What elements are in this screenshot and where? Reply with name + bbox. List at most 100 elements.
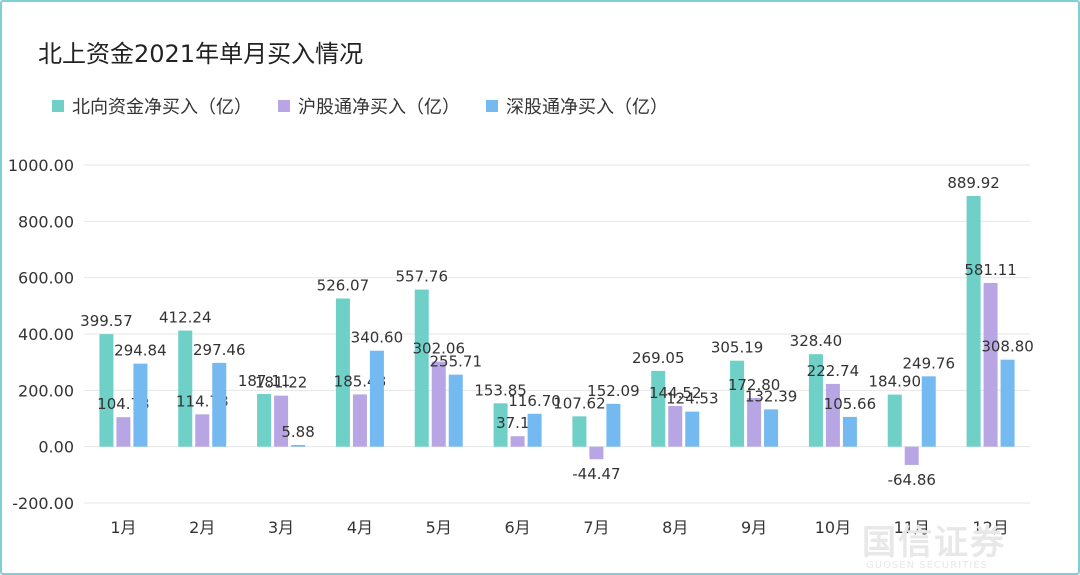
bar-sz [1000, 359, 1015, 447]
data-label: 581.11 [964, 261, 1017, 279]
x-tick-label: 9月 [741, 518, 767, 537]
y-tick-label: 1000.00 [8, 156, 74, 175]
bar-sz [685, 411, 700, 447]
bar-sh [274, 395, 289, 447]
data-label: 297.46 [193, 341, 246, 359]
y-tick-label: -200.00 [12, 494, 74, 513]
y-tick-label: 0.00 [38, 438, 74, 457]
x-tick-label: 1月 [110, 518, 136, 537]
x-tick-label: 12月 [972, 518, 1008, 537]
x-tick-label: 2月 [189, 518, 215, 537]
data-label: 308.80 [981, 338, 1034, 356]
legend-swatch-north [52, 100, 64, 112]
data-label: 269.05 [632, 349, 685, 367]
data-label: 249.76 [903, 354, 956, 372]
bar-sz [448, 374, 463, 447]
data-label: 889.92 [947, 174, 1000, 192]
bar-north [99, 334, 114, 447]
bar-sh [747, 397, 762, 447]
watermark-sub: GUOSEN SECURITIES [866, 560, 988, 571]
bar-north [730, 360, 745, 447]
bar-sh [668, 405, 683, 447]
data-label: 132.39 [745, 387, 798, 405]
x-tick-label: 7月 [583, 518, 609, 537]
data-label: -64.86 [888, 471, 936, 489]
bar-sz [921, 376, 936, 447]
data-label: 105.66 [824, 395, 877, 413]
legend-label-north: 北向资金净买入（亿） [72, 97, 252, 118]
y-tick-label: 400.00 [18, 325, 74, 344]
bar-north [966, 196, 981, 447]
data-label: 144.52 [649, 384, 702, 402]
legend-swatch-sh [278, 100, 290, 112]
bar-sz [842, 416, 857, 447]
legend-item-sh[interactable]: 沪股通净买入（亿） [278, 93, 460, 119]
x-tick-label: 10月 [815, 518, 851, 537]
bar-sh [116, 417, 131, 447]
data-label: 302.06 [413, 340, 466, 358]
data-label: 255.71 [430, 353, 483, 371]
x-tick-label: 8月 [662, 518, 688, 537]
data-label: 172.80 [728, 376, 781, 394]
bar-north [335, 298, 350, 447]
legend-item-sz[interactable]: 深股通净买入（亿） [486, 93, 668, 119]
bar-north [887, 394, 902, 447]
x-tick-label: 3月 [268, 518, 294, 537]
legend-label-sh: 沪股通净买入（亿） [298, 97, 460, 118]
bar-north [414, 289, 429, 447]
chart-title: 北上资金2021年单月买入情况 [38, 40, 364, 68]
bar-sh [510, 436, 525, 447]
data-label: -44.47 [572, 465, 620, 483]
data-label: 412.24 [159, 309, 212, 327]
bar-sz [212, 362, 227, 447]
bar-sz [133, 363, 148, 447]
x-tick-label: 11月 [894, 518, 930, 537]
data-label: 153.85 [474, 381, 527, 399]
bar-north [257, 393, 272, 447]
data-label: 340.60 [351, 329, 404, 347]
x-tick-label: 4月 [347, 518, 373, 537]
y-tick-label: 600.00 [18, 269, 74, 288]
data-label: 124.53 [666, 390, 719, 408]
bar-sh [904, 446, 919, 465]
legend-swatch-sz [486, 100, 498, 112]
bar-sh [983, 282, 998, 447]
data-label: 526.07 [317, 276, 370, 294]
data-label: 181.22 [255, 374, 308, 392]
data-label: 557.76 [396, 268, 449, 286]
bar-sz [369, 350, 384, 447]
bar-sz [606, 403, 621, 447]
bar-sh [825, 383, 840, 447]
watermark-logo: 国信证券 [862, 523, 1006, 563]
legend-item-north[interactable]: 北向资金净买入（亿） [52, 93, 252, 119]
bar-north [808, 354, 823, 447]
bar-sz [291, 445, 306, 447]
bar-north [493, 403, 508, 447]
data-label: 222.74 [807, 362, 860, 380]
data-label: 5.88 [281, 423, 314, 441]
bar-sz [764, 409, 779, 447]
data-label: 152.09 [587, 382, 640, 400]
y-tick-label: 800.00 [18, 212, 74, 231]
data-label: 305.19 [711, 339, 764, 357]
bar-sh [589, 446, 604, 460]
bar-north [572, 416, 587, 447]
y-tick-label: 200.00 [18, 381, 74, 400]
bar-sh [352, 394, 367, 447]
data-label: 399.57 [80, 312, 133, 330]
data-label: 328.40 [790, 332, 843, 350]
data-label: 116.70 [508, 392, 561, 410]
bar-north [178, 330, 193, 447]
bar-sh [195, 414, 210, 447]
bar-sz [527, 413, 542, 447]
data-label: 294.84 [114, 342, 167, 360]
data-label: 184.90 [869, 373, 922, 391]
legend: 北向资金净买入（亿） 沪股通净买入（亿） 深股通净买入（亿） [52, 93, 668, 119]
x-tick-label: 6月 [504, 518, 530, 537]
data-label: 107.62 [553, 394, 606, 412]
data-label: 187.11 [238, 372, 291, 390]
bar-north [651, 370, 666, 447]
x-tick-label: 5月 [426, 518, 452, 537]
